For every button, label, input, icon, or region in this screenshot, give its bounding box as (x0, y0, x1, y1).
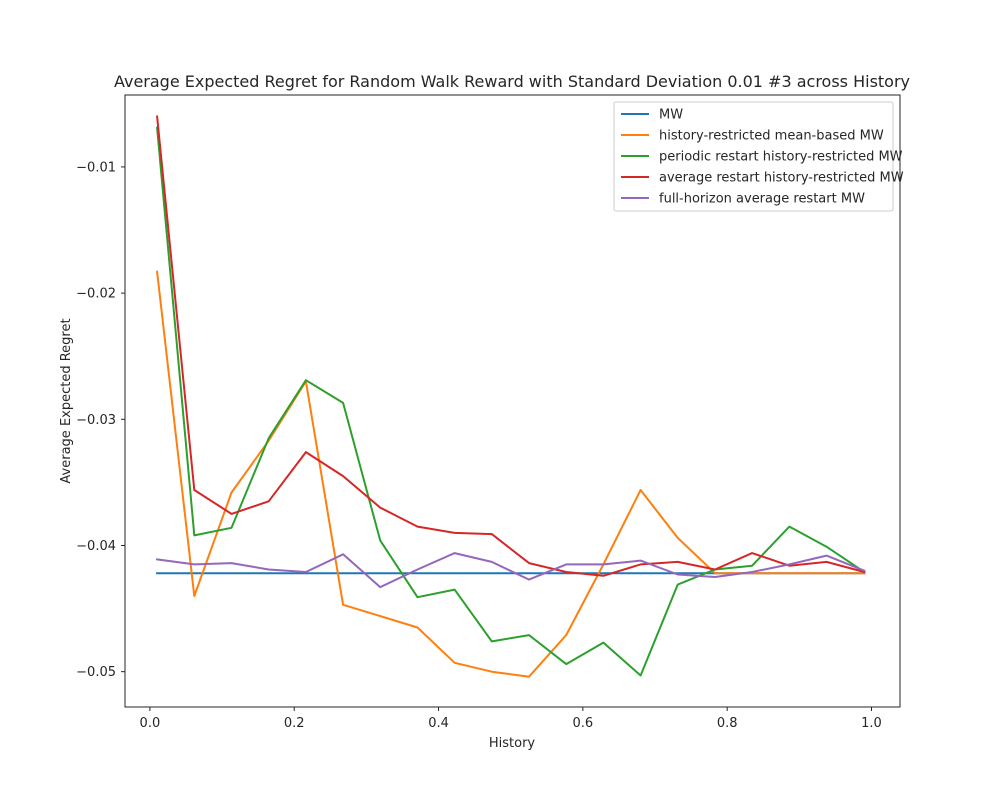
y-tick-label: −0.04 (76, 539, 116, 554)
legend-label-3: average restart history-restricted MW (659, 171, 904, 186)
x-tick-label: 0.0 (140, 716, 161, 731)
x-tick-label: 1.0 (861, 716, 882, 731)
legend-box (613, 101, 894, 212)
x-tick-label: 0.2 (284, 716, 305, 731)
y-tick-label: −0.02 (76, 287, 116, 302)
y-tick-label: −0.03 (76, 413, 116, 428)
y-tick-label: −0.05 (76, 665, 116, 680)
y-tick-label: −0.01 (76, 160, 116, 175)
legend-label-4: full-horizon average restart MW (659, 192, 865, 207)
chart-title: Average Expected Regret for Random Walk … (114, 72, 910, 91)
x-axis-ticks: 0.0 0.2 0.4 0.6 0.8 1.0 (140, 707, 882, 731)
plot-lines (155, 115, 866, 678)
x-tick-label: 0.4 (428, 716, 449, 731)
series-line-3 (156, 115, 866, 577)
x-tick-label: 0.6 (573, 716, 594, 731)
x-tick-label: 0.8 (717, 716, 738, 731)
legend-label-0: MW (659, 108, 683, 123)
legend-label-1: history-restricted mean-based MW (659, 129, 884, 144)
plot-area-frame (124, 94, 901, 708)
series-line-2 (156, 126, 866, 677)
x-axis-label: History (489, 736, 536, 751)
y-axis-label: Average Expected Regret (59, 318, 74, 483)
legend-label-2: periodic restart history-restricted MW (659, 150, 903, 165)
legend: MW history-restricted mean-based MW period… (613, 101, 904, 212)
series-line-4 (155, 552, 866, 589)
y-axis-ticks: −0.05 −0.04 −0.03 −0.02 −0.01 (76, 160, 125, 680)
